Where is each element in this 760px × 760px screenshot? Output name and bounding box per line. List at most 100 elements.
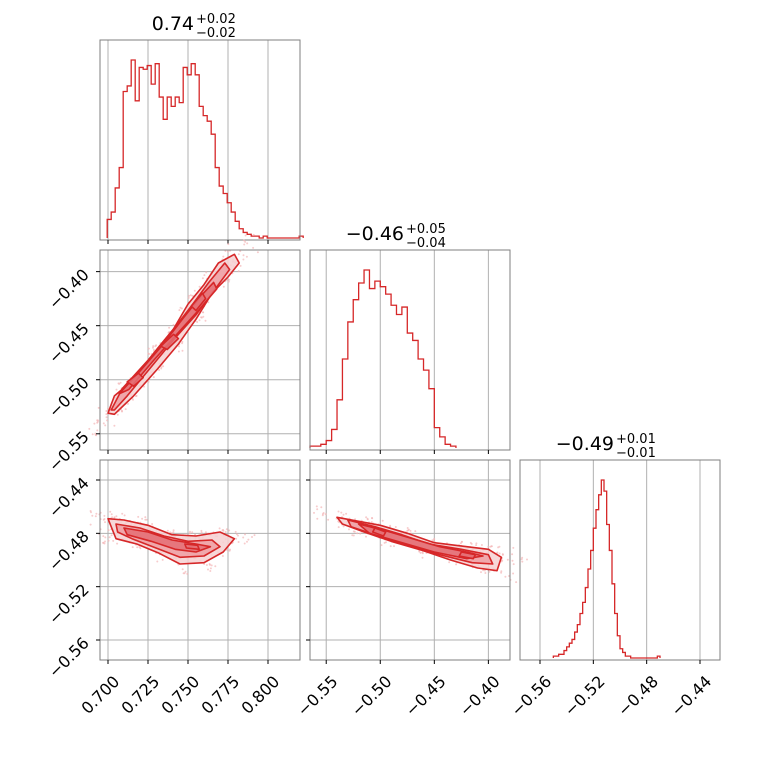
sample-point: [207, 301, 210, 304]
sample-point: [489, 545, 492, 548]
sample-point: [110, 534, 113, 537]
joint-panel-1-2: −0.55 −0.50 −0.45 −0.40: [293, 459, 528, 720]
sample-point: [91, 433, 94, 436]
sample-point: [166, 529, 169, 532]
sample-point: [406, 527, 409, 529]
sample-point: [117, 382, 120, 385]
sample-point: [433, 537, 436, 540]
sample-point: [359, 532, 362, 535]
sample-point: [144, 518, 147, 521]
x-tick-label: 0.800: [237, 672, 283, 718]
sample-point: [214, 565, 217, 568]
y-tick-label: −0.45: [45, 319, 93, 367]
title-lower-error: −0.04: [406, 236, 446, 251]
sample-point: [504, 575, 507, 578]
sample-point: [418, 550, 421, 553]
sample-point: [94, 515, 97, 518]
sample-point: [515, 581, 518, 584]
sample-point: [167, 331, 170, 334]
histogram-title-0: 0.74 +0.02−0.02: [152, 12, 236, 41]
title-lower-error: −0.01: [616, 446, 656, 461]
y-tick-label: −0.55: [45, 427, 93, 475]
sample-point: [520, 558, 523, 561]
sample-point: [419, 551, 422, 554]
sample-point: [183, 572, 186, 575]
x-tick-label: −0.50: [347, 672, 395, 720]
sample-point: [198, 319, 201, 322]
contour-core: [371, 527, 387, 537]
sample-point: [158, 369, 161, 371]
sample-point: [316, 508, 319, 511]
y-tick-label: −0.40: [45, 265, 93, 313]
sample-point: [337, 526, 340, 529]
sample-point: [193, 289, 196, 292]
sample-point: [227, 280, 230, 283]
contour-inner: [118, 281, 218, 395]
contour-core: [458, 551, 477, 560]
sample-point: [316, 517, 319, 520]
sample-point: [131, 546, 134, 549]
sample-point: [414, 530, 417, 533]
sample-point: [116, 413, 119, 416]
sample-point: [221, 555, 224, 557]
sample-point: [168, 326, 171, 329]
sample-point: [172, 529, 175, 532]
sample-point: [237, 270, 240, 273]
sample-point: [521, 560, 524, 563]
sample-point: [105, 413, 108, 416]
sample-point: [104, 424, 107, 427]
sample-point: [202, 315, 205, 318]
sample-point: [187, 296, 190, 299]
y-tick-label: −0.50: [45, 373, 93, 421]
sample-point: [252, 246, 255, 249]
histogram-step-line: [106, 59, 304, 239]
sample-point: [381, 519, 384, 522]
sample-point: [251, 536, 253, 538]
sample-point: [208, 563, 211, 565]
sample-point: [526, 558, 528, 561]
sample-point: [104, 536, 107, 539]
sample-point: [151, 523, 154, 525]
sample-point: [321, 513, 324, 515]
sample-point: [365, 516, 368, 519]
sample-point: [475, 544, 478, 547]
sample-point: [204, 531, 207, 534]
histogram-title-2: −0.49 +0.01−0.01: [556, 432, 656, 461]
sample-point: [210, 564, 213, 567]
sample-point: [189, 530, 191, 533]
sample-point: [243, 542, 246, 545]
sample-point: [480, 544, 483, 546]
sample-point: [247, 538, 250, 541]
sample-point: [327, 518, 330, 521]
sample-point: [105, 416, 108, 419]
sample-point: [365, 535, 367, 538]
sample-point: [222, 285, 225, 288]
sample-point: [407, 528, 410, 531]
sample-point: [324, 513, 327, 516]
title-lower-error: −0.02: [196, 26, 236, 41]
sample-point: [112, 539, 115, 542]
sample-point: [106, 419, 108, 422]
sample-point: [511, 559, 514, 562]
sample-point: [124, 408, 127, 411]
x-tick-label: −0.44: [667, 672, 715, 720]
sample-point: [107, 539, 110, 542]
sample-point: [221, 529, 224, 532]
sample-point: [237, 253, 240, 256]
sample-point: [237, 541, 240, 543]
sample-point: [209, 570, 212, 572]
sample-point: [370, 521, 373, 524]
sample-point: [469, 541, 472, 544]
sample-point: [315, 505, 318, 508]
sample-point: [227, 243, 230, 246]
sample-point: [511, 553, 514, 556]
sample-point: [105, 410, 108, 412]
sample-point: [483, 569, 486, 572]
sample-point: [228, 549, 231, 552]
sample-point: [487, 545, 490, 548]
sample-point: [169, 531, 172, 534]
sample-point: [393, 545, 395, 548]
sample-point: [200, 529, 203, 532]
title-upper-error: +0.02: [196, 12, 236, 27]
sample-point: [353, 530, 356, 533]
